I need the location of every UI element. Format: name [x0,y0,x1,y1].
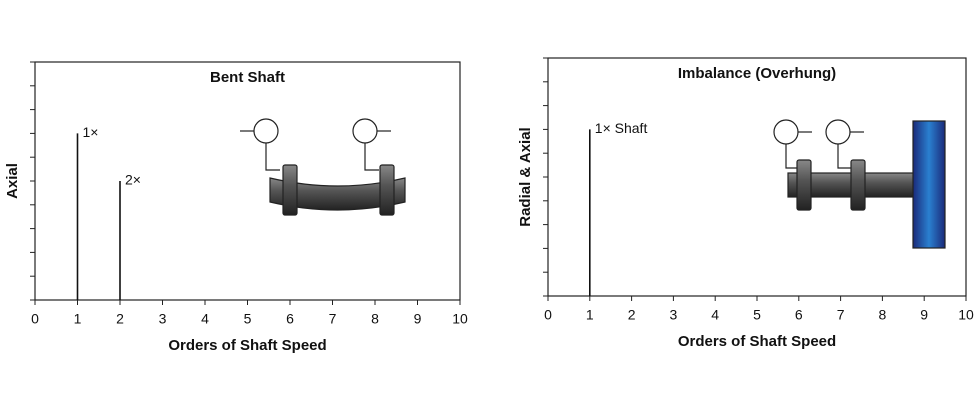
x-tick-label: 3 [159,311,167,327]
x-tick-label: 4 [711,307,719,323]
line-label: 2× [125,172,141,188]
x-tick-label: 7 [329,311,337,327]
chart-title: Imbalance (Overhung) [678,65,836,82]
y-axis-label: Axial [4,163,21,199]
x-tick-label: 1 [586,307,594,323]
line-label: 1× [83,124,99,140]
x-tick-label: 8 [879,307,887,323]
x-axis-label: Orders of Shaft Speed [168,337,326,354]
x-tick-label: 2 [116,311,124,327]
x-tick-label: 0 [31,311,39,327]
x-tick-label: 9 [414,311,422,327]
line-label: 1× Shaft [595,120,648,136]
x-tick-label: 5 [753,307,761,323]
x-tick-label: 9 [920,307,928,323]
x-tick-label: 1 [74,311,82,327]
x-tick-label: 3 [670,307,678,323]
y-axis-label: Radial & Axial [517,127,534,226]
x-tick-label: 6 [286,311,294,327]
x-tick-label: 0 [544,307,552,323]
overhung-illustration [773,119,946,249]
x-tick-label: 10 [452,311,468,327]
x-tick-label: 2 [628,307,636,323]
chart-title: Bent Shaft [210,69,285,86]
x-tick-label: 7 [837,307,845,323]
x-tick-label: 5 [244,311,252,327]
x-tick-label: 4 [201,311,209,327]
x-tick-label: 10 [958,307,974,323]
x-tick-label: 8 [371,311,379,327]
x-axis-label: Orders of Shaft Speed [678,333,836,350]
x-tick-label: 6 [795,307,803,323]
bent-shaft-illustration [240,118,406,216]
